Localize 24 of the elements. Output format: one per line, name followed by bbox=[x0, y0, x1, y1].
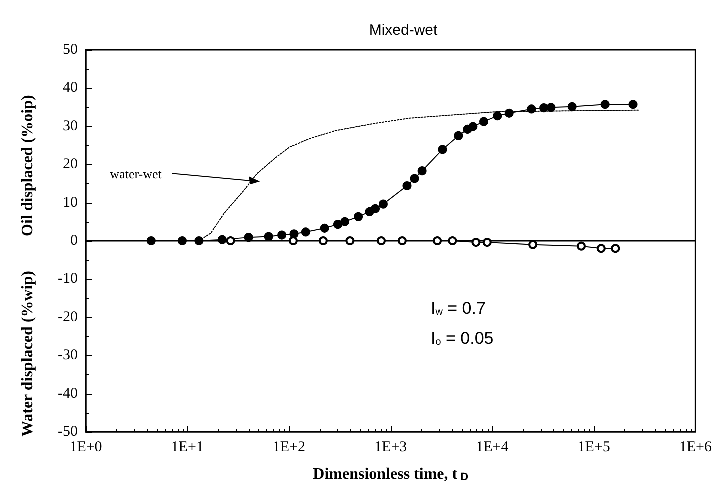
x-tick-label: 1E+0 bbox=[70, 440, 102, 456]
y-tick-label: -40 bbox=[58, 386, 78, 402]
annotation: Io = 0.05 bbox=[431, 329, 494, 348]
y-tick-label: 20 bbox=[63, 156, 78, 173]
y-tick-label: 50 bbox=[63, 42, 78, 58]
text: Water displaced (%wip) bbox=[20, 271, 36, 437]
y-tick-label: 10 bbox=[63, 194, 78, 211]
y-axis-title: Oil displaced (%oip) bbox=[20, 95, 36, 236]
x-tick-label: 1E+1 bbox=[171, 440, 204, 456]
chart-title: Mixed-wet bbox=[369, 22, 438, 39]
y-tick-label: -30 bbox=[58, 348, 78, 364]
y-tick-label: -50 bbox=[58, 424, 78, 440]
y-tick-label: 0 bbox=[70, 233, 78, 249]
annotation: water-wet bbox=[110, 166, 162, 182]
y-tick-label: -20 bbox=[58, 309, 78, 326]
x-tick-label: 1E+2 bbox=[272, 440, 306, 456]
x-tick-label: 1E+5 bbox=[578, 440, 610, 456]
x-tick-label: 1E+3 bbox=[374, 440, 408, 456]
annotation: Iw = 0.7 bbox=[431, 299, 486, 318]
y-tick-label: -10 bbox=[58, 271, 78, 288]
y-tick-label: 40 bbox=[63, 80, 78, 96]
y-tick-label: 30 bbox=[63, 118, 78, 134]
x-tick-label: 1E+4 bbox=[476, 440, 510, 456]
x-tick-label: 1E+6 bbox=[679, 440, 712, 456]
